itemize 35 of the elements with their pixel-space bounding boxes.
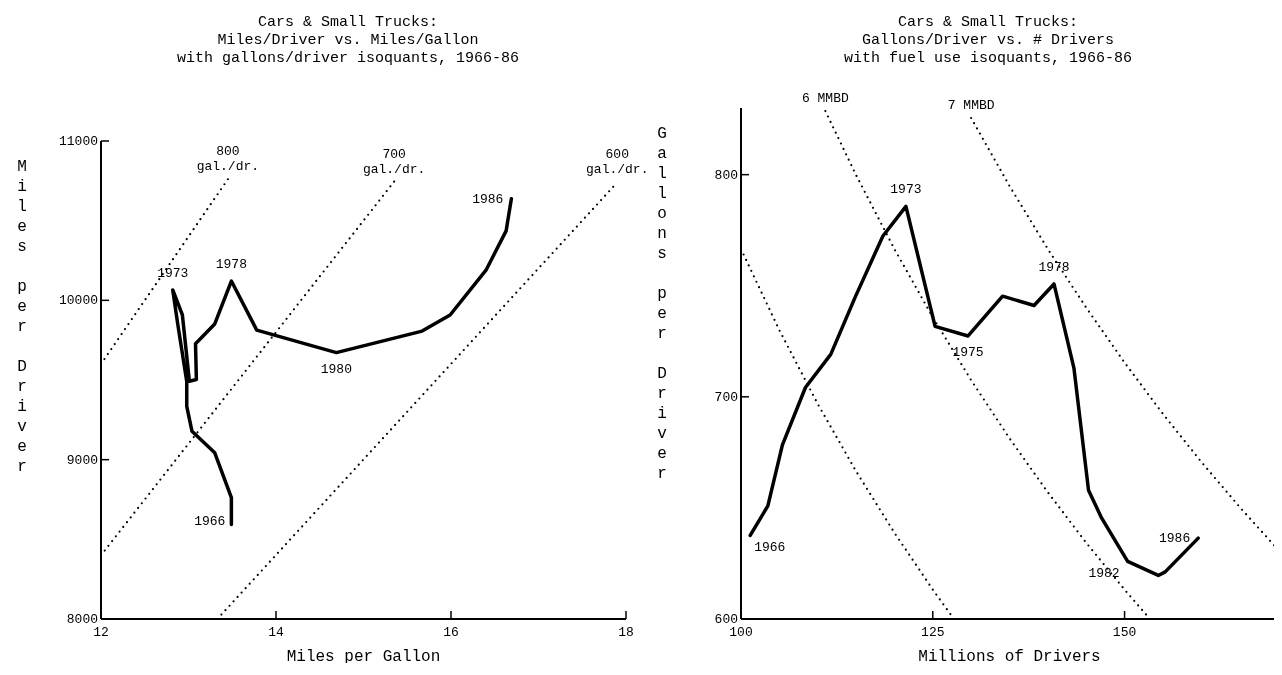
annotation: 1986 bbox=[1159, 531, 1191, 547]
y-tick-label: 600 bbox=[714, 612, 738, 627]
x-tick-label: 150 bbox=[1112, 625, 1137, 640]
text: Miles per Driver bbox=[17, 158, 27, 476]
y-tick-label: 700 bbox=[714, 389, 738, 405]
annotation: 1978 bbox=[1038, 259, 1070, 275]
chart-title: Cars & Small Trucks: Gallons/Driver vs. # Drivers with fuel use isoquants, 1966-86 bbox=[843, 14, 1133, 67]
y-tick-label: 11000 bbox=[58, 134, 98, 149]
x-tick-label: 16 bbox=[443, 625, 459, 640]
annotation: 1982 bbox=[1088, 566, 1120, 582]
x-axis-title: Millions of Drivers bbox=[918, 648, 1101, 666]
x-tick-label: 125 bbox=[921, 625, 945, 640]
annotation: 6 MMBD bbox=[801, 91, 849, 107]
x-tick-label: 12 bbox=[93, 625, 109, 640]
y-tick-label: 9000 bbox=[66, 452, 98, 468]
chart-title: Cars & Small Trucks: Miles/Driver vs. Miles/Gallon with gallons/driver isoquants, 1966-86 bbox=[176, 14, 520, 67]
annotation: 600 gal./dr. bbox=[586, 147, 649, 178]
annotation: 1975 bbox=[952, 344, 984, 360]
annotation: 1973 bbox=[157, 265, 189, 281]
x-tick-label: 100 bbox=[729, 625, 753, 640]
y-tick-label: 8000 bbox=[66, 612, 98, 627]
x-tick-label: 14 bbox=[268, 625, 284, 640]
y-tick-label: 800 bbox=[714, 167, 738, 183]
x-tick-label: 18 bbox=[618, 625, 634, 640]
annotation: 1986 bbox=[472, 191, 504, 207]
annotation: 7 MMBD bbox=[947, 98, 995, 113]
annotation: 1980 bbox=[320, 361, 352, 377]
annotation: 1973 bbox=[890, 182, 922, 198]
y-tick-label: 10000 bbox=[58, 293, 98, 309]
annotation: 700 gal./dr. bbox=[362, 146, 426, 177]
annotation: 1978 bbox=[215, 257, 247, 273]
annotation: 1966 bbox=[754, 540, 786, 556]
annotation: 1966 bbox=[194, 513, 226, 529]
annotation: 800 gal./dr. bbox=[196, 144, 260, 175]
text: Gallons per Driver bbox=[657, 125, 667, 483]
